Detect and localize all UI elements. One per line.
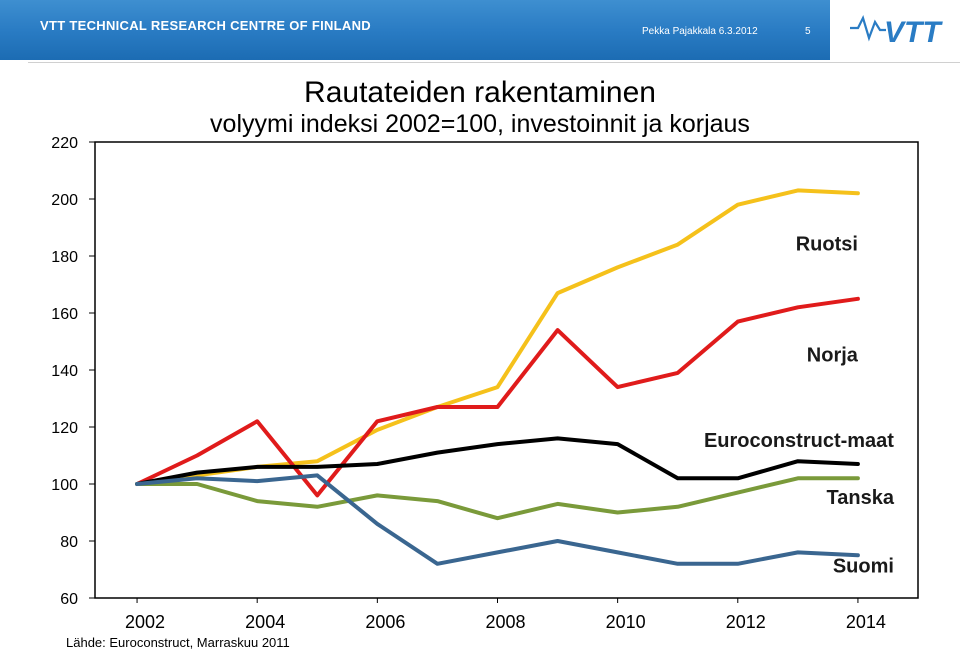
logo-wave	[850, 15, 886, 42]
series-label-euroconstruct: Euroconstruct-maat	[704, 430, 894, 452]
series-line-norja	[135, 296, 860, 498]
y-tick-label: 160	[51, 306, 78, 323]
x-tick-label: 2006	[365, 612, 405, 632]
series-line-tanska	[135, 476, 860, 521]
y-tick-label: 120	[51, 420, 78, 437]
slide-header: VTT TECHNICAL RESEARCH CENTRE OF FINLAND…	[0, 0, 960, 62]
x-tick-label: 2012	[726, 612, 766, 632]
author-date: Pekka Pajakkala 6.3.2012	[642, 26, 758, 37]
series-label-suomi: Suomi	[833, 555, 894, 577]
y-tick-label: 180	[51, 249, 78, 266]
series-label-ruotsi: Ruotsi	[796, 233, 858, 255]
organization-name: VTT TECHNICAL RESEARCH CENTRE OF FINLAND	[40, 18, 371, 33]
header-band	[0, 0, 830, 60]
y-tick-label: 140	[51, 363, 78, 380]
x-tick-label: 2002	[125, 612, 165, 632]
series-label-norja: Norja	[807, 344, 859, 366]
chart-subtitle: volyymi indeksi 2002=100, investoinnit j…	[210, 110, 750, 138]
x-tick-label: 2008	[485, 612, 525, 632]
logo-text: VTT	[884, 16, 943, 49]
x-tick-label: 2004	[245, 612, 285, 632]
series-label-tanska: Tanska	[827, 487, 895, 509]
x-tick-label: 2014	[846, 612, 886, 632]
header-divider	[28, 62, 960, 63]
x-tick-label: 2010	[606, 612, 646, 632]
y-tick-label: 220	[51, 135, 78, 152]
vtt-logo: VTT	[850, 15, 943, 49]
y-tick-label: 200	[51, 192, 78, 209]
y-tick-label: 80	[60, 534, 78, 551]
y-tick-label: 60	[60, 591, 78, 608]
slide-number: 5	[805, 26, 811, 37]
series-line-suomi	[135, 473, 860, 566]
y-tick-label: 100	[51, 477, 78, 494]
source-note: Lähde: Euroconstruct, Marraskuu 2011	[66, 635, 290, 650]
series-line-euroconstruct	[135, 436, 860, 486]
chart-title: Rautateiden rakentaminen	[304, 76, 656, 109]
